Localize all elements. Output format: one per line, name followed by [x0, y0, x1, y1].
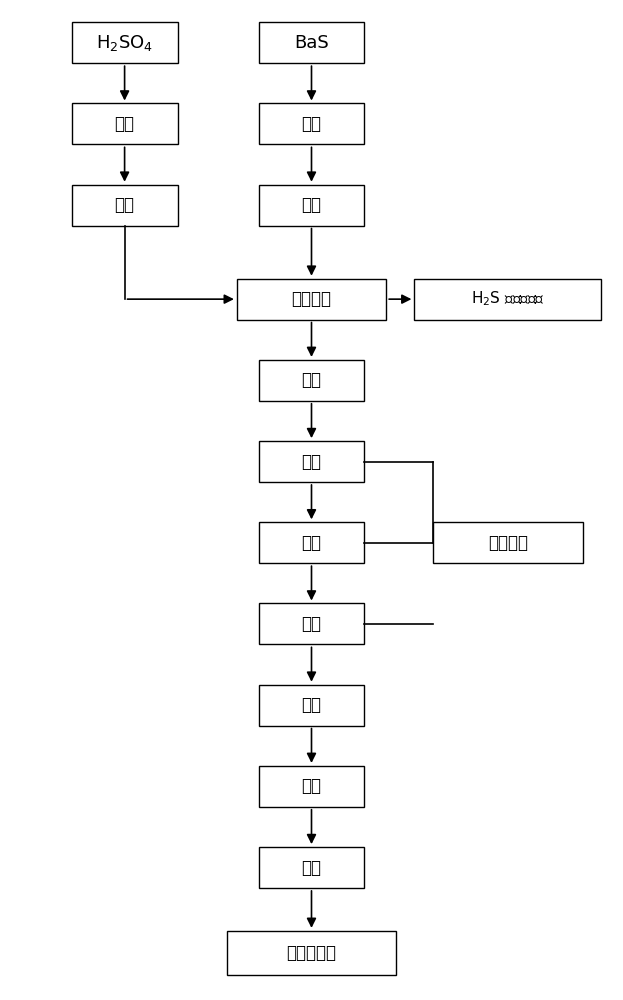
- Bar: [259, 185, 364, 226]
- Text: 分离: 分离: [302, 615, 321, 633]
- Bar: [259, 522, 364, 563]
- Text: 脱气: 脱气: [302, 371, 321, 389]
- Text: 处理排放: 处理排放: [488, 534, 528, 552]
- Bar: [227, 931, 396, 975]
- Bar: [259, 847, 364, 888]
- Bar: [259, 103, 364, 144]
- Text: BaS: BaS: [294, 34, 329, 52]
- Bar: [72, 22, 178, 63]
- Text: $\rm H_2S$ 至硫磺生产: $\rm H_2S$ 至硫磺生产: [471, 290, 545, 308]
- Text: 净化: 净化: [302, 115, 321, 133]
- Text: 配制: 配制: [302, 196, 321, 214]
- Text: 连续反应: 连续反应: [292, 290, 331, 308]
- Text: $\rm H_2SO_4$: $\rm H_2SO_4$: [96, 33, 153, 53]
- Bar: [259, 22, 364, 63]
- Text: 酸洗: 酸洗: [302, 534, 321, 552]
- Text: 分离: 分离: [302, 453, 321, 471]
- Text: 分离: 分离: [302, 777, 321, 795]
- Bar: [237, 279, 386, 320]
- Text: 烘干: 烘干: [302, 859, 321, 877]
- Text: 脱气: 脱气: [115, 196, 135, 214]
- Bar: [259, 766, 364, 807]
- Text: 笜洗: 笜洗: [302, 696, 321, 714]
- Bar: [259, 441, 364, 482]
- Bar: [72, 103, 178, 144]
- Bar: [433, 522, 583, 563]
- Bar: [72, 185, 178, 226]
- Bar: [414, 279, 601, 320]
- Bar: [259, 603, 364, 644]
- Bar: [259, 685, 364, 726]
- Text: 配制: 配制: [115, 115, 135, 133]
- Bar: [259, 360, 364, 401]
- Text: 片状硫酸钓: 片状硫酸钓: [287, 944, 336, 962]
